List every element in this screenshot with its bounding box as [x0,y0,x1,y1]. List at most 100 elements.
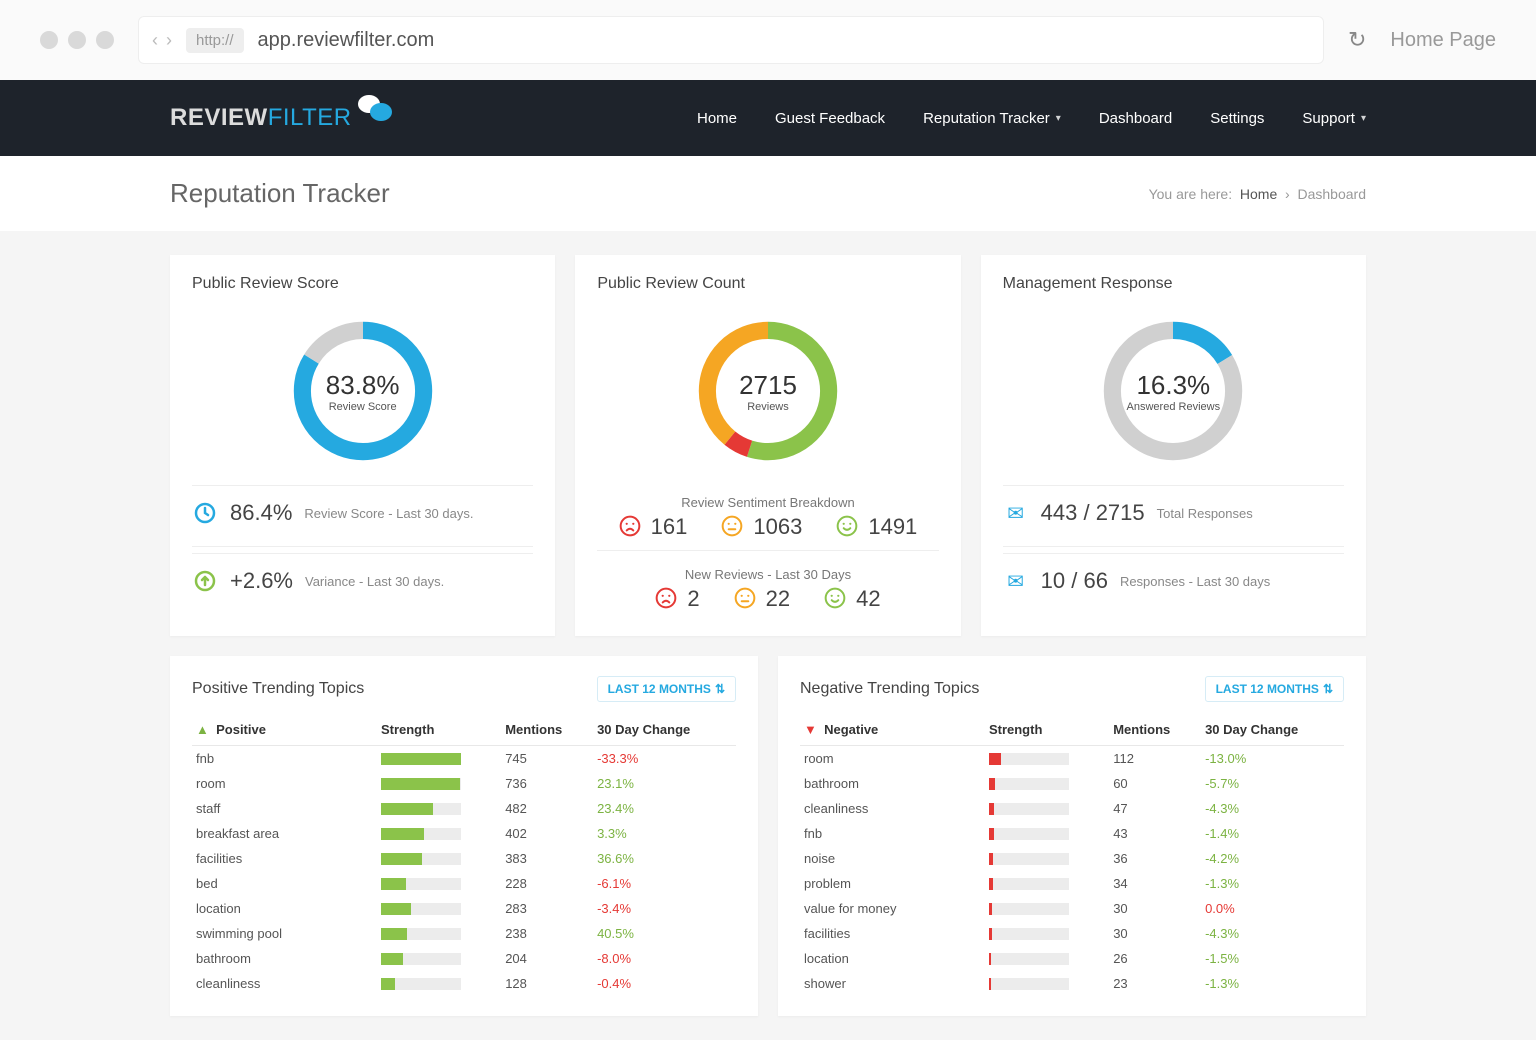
table-row[interactable]: value for money300.0% [800,896,1344,921]
table-row[interactable]: problem34-1.3% [800,871,1344,896]
strength-cell [985,971,1109,996]
change-cell: 40.5% [593,921,736,946]
table-row[interactable]: bathroom204-8.0% [192,946,736,971]
mentions-cell: 34 [1109,871,1201,896]
table-row[interactable]: staff48223.4% [192,796,736,821]
back-icon[interactable]: ‹ [152,30,158,51]
mentions-cell: 238 [501,921,593,946]
management-response-card: Management Response 16.3% Answered Revie… [981,255,1366,636]
chevron-down-icon: ▾ [1056,113,1061,124]
table-row[interactable]: noise36-4.2% [800,846,1344,871]
window-dot[interactable] [68,31,86,49]
table-row[interactable]: swimming pool23840.5% [192,921,736,946]
sentiment-value: 42 [856,586,880,612]
mentions-cell: 482 [501,796,593,821]
face-icon [655,587,677,612]
strength-cell [377,896,501,921]
sort-icon: ⇅ [1323,682,1333,696]
nav-item[interactable]: Support▾ [1302,110,1366,127]
review-score-card: Public Review Score 83.8% Review Score 8… [170,255,555,636]
home-page-link[interactable]: Home Page [1390,29,1496,52]
review-count-donut: 2715 Reviews [688,311,848,471]
logo-text: REVIEWFILTER [170,104,352,132]
table-row[interactable]: room112-13.0% [800,746,1344,772]
table-row[interactable]: facilities30-4.3% [800,921,1344,946]
topic-cell: cleanliness [800,796,985,821]
col-header: ▼ Negative [800,714,985,746]
sentiment-value: 22 [766,586,790,612]
page-heading: Reputation Tracker You are here: Home › … [0,156,1536,231]
table-row[interactable]: fnb43-1.4% [800,821,1344,846]
sentiment-row: 161 1063 1491 [597,510,938,544]
strength-cell [985,871,1109,896]
table-row[interactable]: location283-3.4% [192,896,736,921]
change-cell: -1.4% [1201,821,1344,846]
table-row[interactable]: fnb745-33.3% [192,746,736,772]
window-controls [40,31,114,49]
breadcrumb: You are here: Home › Dashboard [1149,186,1366,202]
nav-arrows: ‹ › [152,30,172,51]
face-icon [619,515,641,540]
logo-icon [358,95,398,125]
change-cell: 3.3% [593,821,736,846]
change-cell: -13.0% [1201,746,1344,772]
strength-cell [377,846,501,871]
new-reviews-row: 22242 [597,582,938,616]
stat-value: +2.6% [230,568,293,594]
logo[interactable]: REVIEWFILTER [170,104,398,132]
breadcrumb-current: Dashboard [1298,186,1367,202]
table-row[interactable]: cleanliness47-4.3% [800,796,1344,821]
strength-cell [377,971,501,996]
date-range-selector[interactable]: LAST 12 MONTHS ⇅ [597,676,736,702]
table-row[interactable]: room73623.1% [192,771,736,796]
stat-value: 86.4% [230,500,292,526]
strength-cell [377,946,501,971]
table-row[interactable]: facilities38336.6% [192,846,736,871]
stat-label: Total Responses [1157,506,1253,521]
window-dot[interactable] [40,31,58,49]
face-icon [721,515,743,540]
range-label: LAST 12 MONTHS [608,682,711,696]
table-row[interactable]: bed228-6.1% [192,871,736,896]
sentiment-value: 1491 [868,514,917,540]
mentions-cell: 283 [501,896,593,921]
reload-icon[interactable]: ↻ [1348,27,1366,53]
strength-cell [985,946,1109,971]
col-header: Mentions [501,714,593,746]
card-title: Management Response [1003,275,1344,293]
table-row[interactable]: cleanliness128-0.4% [192,971,736,996]
card-title: Negative Trending Topics [800,680,979,698]
sentiment-item: 2 [655,586,699,612]
strength-cell [377,771,501,796]
nav-item[interactable]: Home [697,110,737,127]
address-bar[interactable]: ‹ › http:// app.reviewfilter.com [138,16,1324,64]
change-cell: -8.0% [593,946,736,971]
nav-item[interactable]: Dashboard [1099,110,1172,127]
nav-item[interactable]: Settings [1210,110,1264,127]
change-cell: -1.3% [1201,971,1344,996]
mentions-cell: 30 [1109,921,1201,946]
sentiment-item: 161 [619,514,688,540]
protocol-badge: http:// [186,28,244,53]
nav-item[interactable]: Reputation Tracker▾ [923,110,1061,127]
topic-cell: value for money [800,896,985,921]
table-row[interactable]: shower23-1.3% [800,971,1344,996]
nav-item[interactable]: Guest Feedback [775,110,885,127]
topic-cell: noise [800,846,985,871]
breadcrumb-home[interactable]: Home [1240,186,1277,202]
change-cell: -6.1% [593,871,736,896]
table-row[interactable]: breakfast area4023.3% [192,821,736,846]
card-title: Public Review Score [192,275,533,293]
table-row[interactable]: location26-1.5% [800,946,1344,971]
date-range-selector[interactable]: LAST 12 MONTHS ⇅ [1205,676,1344,702]
donut-container: 83.8% Review Score [192,305,533,485]
table-row[interactable]: bathroom60-5.7% [800,771,1344,796]
stat-label: Variance - Last 30 days. [305,574,444,589]
mentions-cell: 128 [501,971,593,996]
card-title: Positive Trending Topics [192,680,364,698]
window-dot[interactable] [96,31,114,49]
sentiment-value: 1063 [753,514,802,540]
forward-icon[interactable]: › [166,30,172,51]
mentions-cell: 30 [1109,896,1201,921]
card-title: Public Review Count [597,275,938,293]
